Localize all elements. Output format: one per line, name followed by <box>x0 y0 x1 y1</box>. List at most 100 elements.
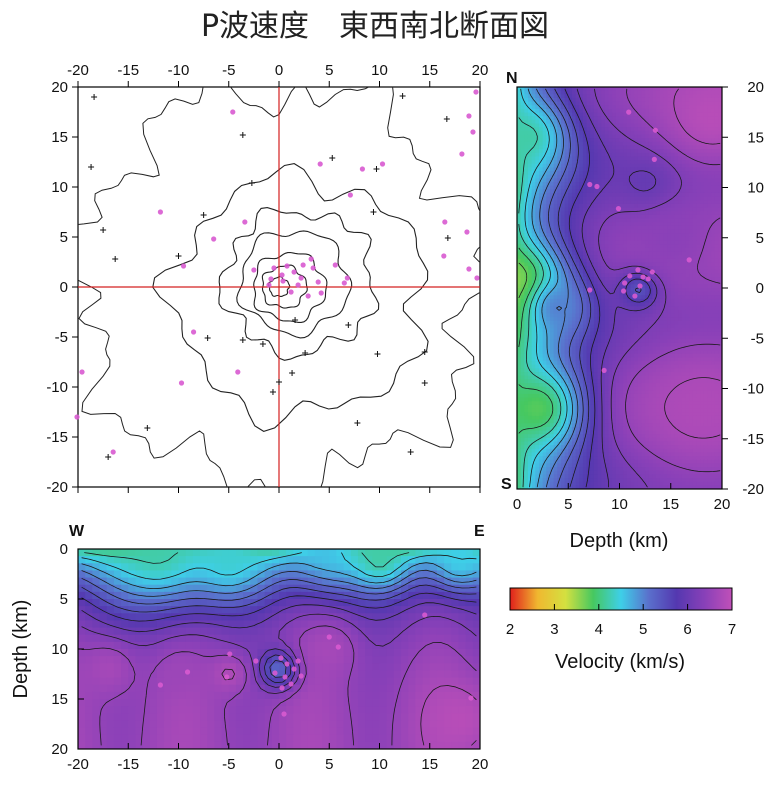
field-cell <box>564 156 569 161</box>
field-cell <box>692 189 697 194</box>
field-cell <box>524 375 529 380</box>
field-cell <box>615 90 621 95</box>
field-cell <box>652 288 657 293</box>
field-cell <box>681 309 686 315</box>
field-cell <box>656 317 661 322</box>
field-cell <box>667 218 672 223</box>
field-cell <box>626 342 632 348</box>
field-cell <box>571 203 577 209</box>
field-cell <box>615 291 621 296</box>
field-cell <box>619 401 624 406</box>
field-cell <box>538 346 544 351</box>
field-cell <box>615 185 621 190</box>
event-marker <box>318 290 324 296</box>
field-cell <box>711 317 716 322</box>
field-cell <box>549 163 555 168</box>
field-cell <box>564 320 569 326</box>
field-cell <box>674 288 679 293</box>
field-cell <box>648 306 654 311</box>
field-cell <box>601 397 606 402</box>
field-cell <box>718 324 722 329</box>
field-cell <box>678 108 683 114</box>
field-cell <box>648 298 654 304</box>
field-cell <box>692 280 697 285</box>
field-cell <box>582 291 588 296</box>
field-cell <box>557 280 562 285</box>
field-cell <box>538 364 544 369</box>
field-cell <box>531 291 536 296</box>
field-cell <box>557 94 562 99</box>
field-cell <box>564 196 569 201</box>
field-cell <box>571 291 577 296</box>
field-cell <box>568 317 573 322</box>
field-cell <box>711 361 716 366</box>
field-cell <box>531 101 536 106</box>
field-cell <box>659 364 665 369</box>
field-cell <box>586 335 591 340</box>
field-cell <box>538 288 544 293</box>
field-cell <box>652 346 657 351</box>
field-cell <box>517 273 522 278</box>
field-cell <box>575 379 580 384</box>
field-cell <box>634 397 639 402</box>
field-cell <box>590 386 595 391</box>
field-cell <box>520 244 525 249</box>
field-cell <box>703 328 708 333</box>
field-cell <box>626 368 632 373</box>
field-cell <box>652 302 657 307</box>
field-cell <box>538 196 544 201</box>
field-cell <box>560 269 566 274</box>
field-cell <box>700 152 705 158</box>
field-cell <box>681 174 686 179</box>
field-cell <box>637 324 643 329</box>
field-cell <box>524 101 529 106</box>
field-cell <box>535 87 540 92</box>
field-cell <box>571 313 577 318</box>
field-cell <box>535 112 540 117</box>
field-cell <box>711 178 716 183</box>
field-cell <box>579 178 584 183</box>
field-cell <box>517 192 522 198</box>
field-cell <box>568 328 573 333</box>
field-cell <box>718 189 722 194</box>
field-cell <box>696 130 701 136</box>
field-cell <box>604 255 610 260</box>
field-cell <box>575 90 580 95</box>
field-cell <box>678 317 683 322</box>
field-cell <box>626 397 632 402</box>
field-cell <box>582 225 588 231</box>
field-cell <box>623 397 628 402</box>
field-cell <box>678 372 683 377</box>
field-cell <box>663 138 668 143</box>
field-cell <box>586 273 591 278</box>
field-cell <box>557 182 562 187</box>
field-cell <box>520 335 525 340</box>
field-cell <box>670 247 676 253</box>
field-cell <box>685 112 690 117</box>
field-cell <box>634 306 639 311</box>
field-cell <box>696 192 701 198</box>
field-cell <box>714 101 719 106</box>
field-cell <box>590 240 595 245</box>
field-cell <box>590 185 595 190</box>
field-cell <box>560 222 566 227</box>
field-cell <box>579 134 584 139</box>
field-cell <box>696 119 701 125</box>
field-cell <box>542 167 547 172</box>
field-cell <box>604 138 610 143</box>
field-cell <box>678 298 683 304</box>
field-cell <box>630 361 635 366</box>
field-cell <box>685 335 690 340</box>
field-cell <box>663 182 668 187</box>
field-cell <box>711 240 716 245</box>
field-cell <box>604 306 610 311</box>
field-cell <box>645 397 650 402</box>
field-cell <box>637 302 643 307</box>
field-cell <box>564 339 569 344</box>
field-cell <box>630 269 635 274</box>
field-cell <box>546 258 551 264</box>
field-cell <box>601 390 606 395</box>
field-cell <box>645 306 650 311</box>
field-cell <box>524 138 529 143</box>
field-cell <box>608 251 613 256</box>
